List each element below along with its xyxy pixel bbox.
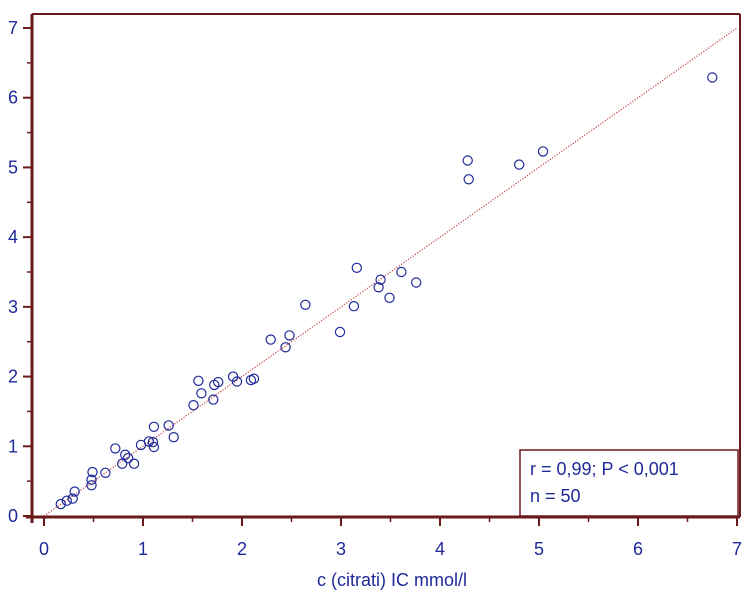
data-point-4 bbox=[86, 480, 97, 491]
x-tick-label-1: 1 bbox=[138, 539, 148, 559]
y-tick-label-1: 1 bbox=[8, 436, 18, 456]
data-point-6 bbox=[87, 466, 98, 478]
data-point-11 bbox=[122, 452, 134, 464]
data-point-9 bbox=[116, 458, 128, 469]
data-point-10 bbox=[119, 449, 131, 460]
data-point-16 bbox=[148, 441, 160, 453]
data-point-17 bbox=[148, 421, 160, 432]
y-tick-label-5: 5 bbox=[8, 157, 18, 177]
data-point-36 bbox=[351, 262, 362, 273]
data-point-15 bbox=[147, 436, 159, 448]
data-point-12 bbox=[128, 458, 140, 469]
stats-box-frame bbox=[519, 449, 739, 517]
y-tick-label-7: 7 bbox=[8, 18, 18, 38]
data-point-45 bbox=[537, 146, 549, 157]
x-tick-label-0: 0 bbox=[39, 539, 49, 559]
data-point-38 bbox=[375, 274, 386, 285]
data-point-3 bbox=[69, 486, 80, 497]
data-point-43 bbox=[463, 174, 474, 185]
data-point-35 bbox=[348, 301, 360, 312]
data-point-19 bbox=[168, 432, 179, 443]
data-point-5 bbox=[86, 474, 97, 485]
data-point-42 bbox=[462, 155, 473, 166]
data-point-1 bbox=[61, 495, 73, 506]
regression-line bbox=[43, 27, 738, 517]
data-point-0 bbox=[55, 498, 67, 510]
data-point-25 bbox=[212, 376, 224, 388]
stats-correlation-text: r = 0,99; P < 0,001 bbox=[530, 459, 679, 479]
x-tick-label-2: 2 bbox=[237, 539, 247, 559]
stats-sample-size-text: n = 50 bbox=[530, 486, 581, 506]
data-point-8 bbox=[110, 443, 121, 454]
data-point-23 bbox=[208, 394, 219, 405]
data-point-39 bbox=[384, 292, 395, 303]
y-tick-label-4: 4 bbox=[8, 227, 18, 247]
x-axis-title: c (citrati) IC mmol/l bbox=[317, 570, 467, 590]
x-tick-label-6: 6 bbox=[633, 539, 643, 559]
data-point-31 bbox=[280, 342, 291, 353]
data-point-20 bbox=[188, 400, 199, 411]
data-point-30 bbox=[265, 334, 276, 345]
x-tick-label-7: 7 bbox=[732, 539, 742, 559]
x-tick-label-4: 4 bbox=[435, 539, 445, 559]
x-tick-label-5: 5 bbox=[534, 539, 544, 559]
data-points-layer bbox=[55, 72, 718, 510]
y-tick-label-2: 2 bbox=[8, 367, 18, 387]
x-tick-label-3: 3 bbox=[336, 539, 346, 559]
data-point-37 bbox=[373, 282, 384, 293]
axes-layer bbox=[26, 13, 741, 523]
data-point-29 bbox=[248, 373, 260, 384]
y-tick-label-6: 6 bbox=[8, 88, 18, 108]
data-point-41 bbox=[411, 277, 422, 288]
ticks-layer: 0 1 2 3 4 5 6 7 0 1 2 3 4 5 6 7 bbox=[8, 18, 742, 559]
data-point-34 bbox=[334, 326, 346, 338]
data-point-21 bbox=[193, 375, 204, 386]
data-point-22 bbox=[196, 388, 207, 399]
y-tick-label-3: 3 bbox=[8, 297, 18, 317]
data-point-7 bbox=[100, 467, 111, 478]
data-point-44 bbox=[514, 159, 525, 170]
data-point-27 bbox=[231, 376, 243, 387]
fit-line-layer bbox=[43, 27, 738, 517]
stats-box: r = 0,99; P < 0,001 n = 50 bbox=[519, 449, 739, 517]
y-tick-label-0: 0 bbox=[8, 506, 18, 526]
data-point-40 bbox=[396, 266, 407, 278]
data-point-33 bbox=[300, 299, 311, 310]
data-point-18 bbox=[163, 420, 174, 431]
data-point-32 bbox=[284, 330, 295, 341]
data-point-2 bbox=[67, 493, 78, 504]
data-point-46 bbox=[707, 72, 718, 83]
